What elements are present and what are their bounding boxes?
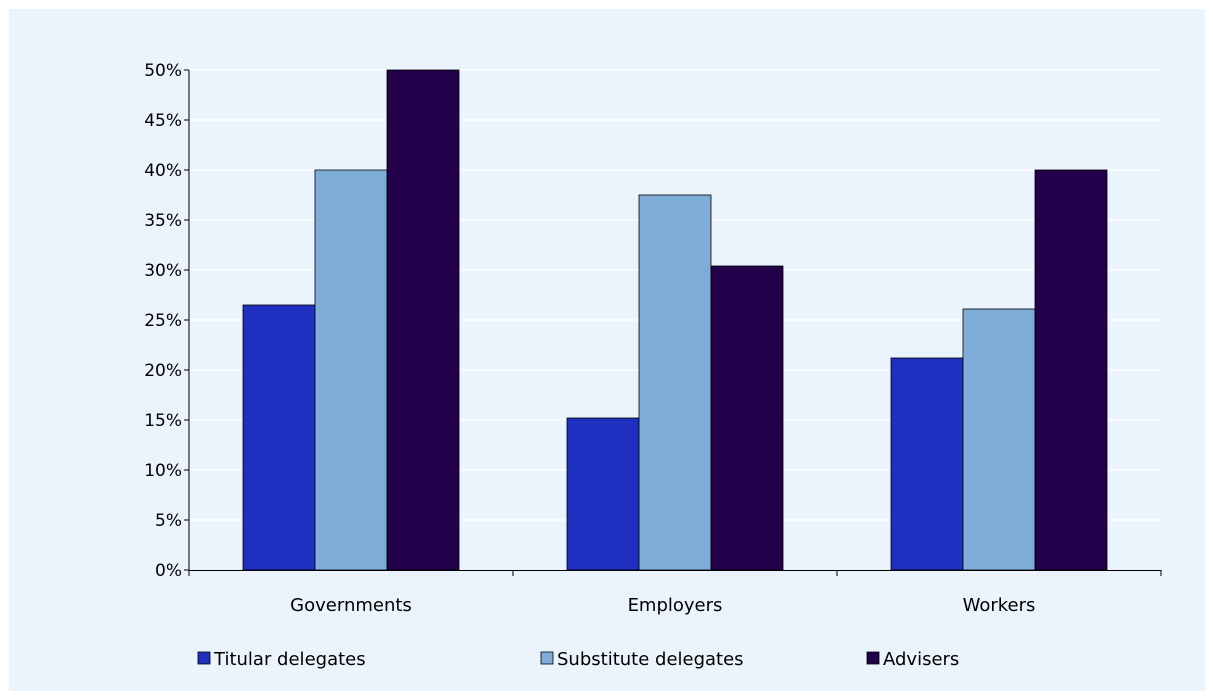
bar bbox=[890, 357, 964, 571]
y-tick-label: 20% bbox=[144, 361, 182, 381]
chart-container: 0% 5% 10% 15% 20% 25% 30% 35% 40% 45% 50% Governme… bbox=[9, 9, 1205, 691]
x-category-label: Governments bbox=[290, 595, 412, 616]
bar bbox=[638, 194, 712, 571]
legend-label: Substitute delegates bbox=[557, 649, 744, 670]
y-tick-label: 45% bbox=[144, 111, 182, 131]
bar bbox=[242, 304, 316, 571]
legend-label: Advisers bbox=[883, 649, 959, 670]
bar bbox=[962, 308, 1036, 571]
legend: Titular delegates Substitute delegates Adv… bbox=[197, 649, 959, 670]
x-category-label: Workers bbox=[963, 595, 1036, 616]
y-tick-label: 40% bbox=[144, 161, 182, 181]
y-tick-labels: 0% 5% 10% 15% 20% 25% 30% 35% 40% 45% 50% bbox=[144, 61, 182, 581]
x-category-labels: Governments Employers Workers bbox=[290, 595, 1035, 616]
y-tick-label: 30% bbox=[144, 261, 182, 281]
bar bbox=[314, 169, 388, 571]
bar bbox=[566, 417, 640, 571]
legend-swatch bbox=[540, 651, 554, 665]
y-tick-label: 15% bbox=[144, 411, 182, 431]
x-category-label: Employers bbox=[628, 595, 723, 616]
y-tick-label: 50% bbox=[144, 61, 182, 81]
y-tick-label: 10% bbox=[144, 461, 182, 481]
bar bbox=[1034, 169, 1108, 571]
y-tick-label: 35% bbox=[144, 211, 182, 231]
y-tick-label: 0% bbox=[155, 561, 182, 581]
y-tick-label: 5% bbox=[155, 511, 182, 531]
bars bbox=[242, 69, 1108, 571]
legend-label: Titular delegates bbox=[213, 649, 366, 670]
legend-swatch bbox=[197, 651, 211, 665]
legend-swatch bbox=[866, 651, 880, 665]
y-tick-label: 25% bbox=[144, 311, 182, 331]
bar bbox=[386, 69, 460, 571]
axes bbox=[188, 70, 1161, 571]
bar-chart: 0% 5% 10% 15% 20% 25% 30% 35% 40% 45% 50% Governme… bbox=[144, 61, 1162, 670]
bar bbox=[710, 265, 784, 571]
